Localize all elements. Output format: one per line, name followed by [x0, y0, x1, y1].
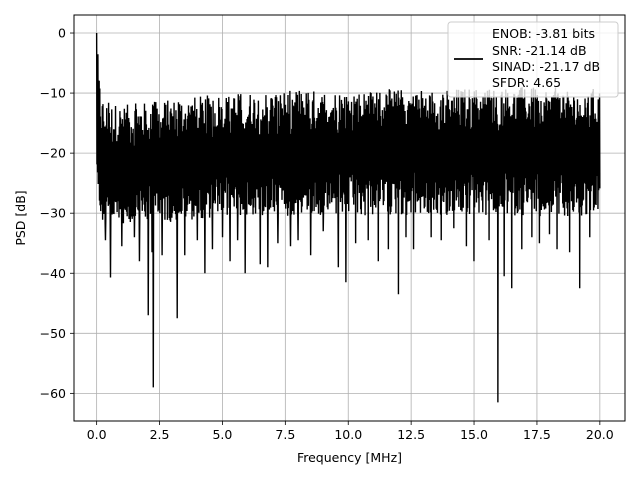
y-tick-label: −50 — [40, 326, 66, 341]
legend-snr: SNR: -21.14 dB — [492, 43, 587, 58]
x-tick-label: 15.0 — [460, 427, 488, 442]
x-axis-ticks: 0.0 2.5 5.0 7.5 10.0 12.5 15.0 17.5 20.0 — [87, 421, 614, 442]
x-tick-label: 5.0 — [212, 427, 232, 442]
x-tick-label: 12.5 — [397, 427, 425, 442]
y-tick-label: −20 — [40, 146, 66, 161]
legend-enob: ENOB: -3.81 bits — [492, 26, 595, 41]
y-tick-label: −10 — [40, 86, 66, 101]
x-tick-label: 20.0 — [586, 427, 614, 442]
x-tick-label: 7.5 — [275, 427, 295, 442]
x-tick-label: 17.5 — [523, 427, 551, 442]
y-tick-label: −30 — [40, 206, 66, 221]
y-tick-label: −60 — [40, 386, 66, 401]
y-tick-label: 0 — [58, 26, 66, 41]
psd-series-line — [95, 33, 601, 403]
legend-sfdr: SFDR: 4.65 — [492, 75, 561, 90]
y-axis-label: PSD [dB] — [13, 190, 28, 245]
y-tick-label: −40 — [40, 266, 66, 281]
x-tick-label: 2.5 — [150, 427, 170, 442]
legend-sinad: SINAD: -21.17 dB — [492, 59, 600, 74]
x-axis-label: Frequency [MHz] — [297, 450, 402, 465]
legend-box — [447, 21, 619, 98]
legend: ENOB: -3.81 bits SNR: -21.14 dB SINAD: -… — [447, 21, 619, 98]
series-layer — [95, 33, 601, 403]
x-tick-label: 0.0 — [87, 427, 107, 442]
y-axis-ticks: 0 −10 −20 −30 −40 −50 −60 — [40, 26, 74, 401]
plot-area-frame — [73, 14, 626, 422]
x-tick-label: 10.0 — [334, 427, 362, 442]
